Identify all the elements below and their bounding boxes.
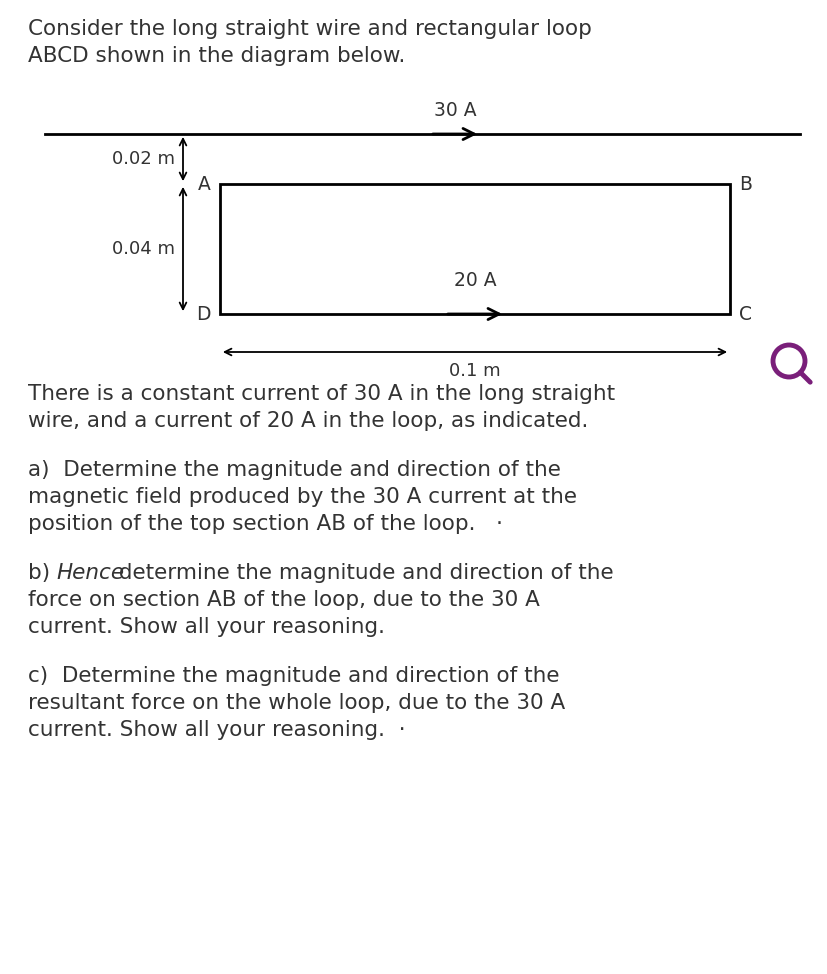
- Text: 0.04 m: 0.04 m: [112, 240, 174, 258]
- Text: current. Show all your reasoning.  ·: current. Show all your reasoning. ·: [28, 720, 405, 740]
- Text: 20 A: 20 A: [453, 271, 495, 290]
- Text: resultant force on the whole loop, due to the 30 A: resultant force on the whole loop, due t…: [28, 693, 565, 713]
- Text: Hence: Hence: [56, 563, 124, 583]
- Text: wire, and a current of 20 A in the loop, as indicated.: wire, and a current of 20 A in the loop,…: [28, 411, 588, 431]
- Text: current. Show all your reasoning.: current. Show all your reasoning.: [28, 617, 385, 637]
- Text: ABCD shown in the diagram below.: ABCD shown in the diagram below.: [28, 46, 405, 66]
- Text: b): b): [28, 563, 57, 583]
- Text: 0.1 m: 0.1 m: [448, 362, 500, 380]
- Text: 0.02 m: 0.02 m: [112, 150, 174, 168]
- Text: There is a constant current of 30 A in the long straight: There is a constant current of 30 A in t…: [28, 384, 614, 404]
- Text: position of the top section AB of the loop.   ·: position of the top section AB of the lo…: [28, 514, 502, 534]
- Text: determine the magnitude and direction of the: determine the magnitude and direction of…: [112, 563, 613, 583]
- Bar: [220, 184, 729, 314]
- Text: D: D: [196, 305, 211, 323]
- Text: C: C: [739, 305, 751, 323]
- Text: a)  Determine the magnitude and direction of the: a) Determine the magnitude and direction…: [28, 460, 560, 480]
- Text: Consider the long straight wire and rectangular loop: Consider the long straight wire and rect…: [28, 19, 591, 39]
- Text: c)  Determine the magnitude and direction of the: c) Determine the magnitude and direction…: [28, 666, 559, 686]
- Text: A: A: [198, 174, 211, 194]
- Text: B: B: [739, 174, 751, 194]
- Text: 30 A: 30 A: [433, 101, 476, 120]
- Text: force on section AB of the loop, due to the 30 A: force on section AB of the loop, due to …: [28, 590, 539, 610]
- Text: magnetic field produced by the 30 A current at the: magnetic field produced by the 30 A curr…: [28, 487, 576, 507]
